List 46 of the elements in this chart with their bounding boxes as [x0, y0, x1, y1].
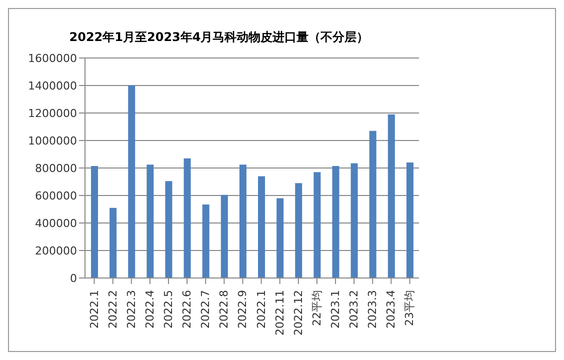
- x-tick-label: 22平均: [310, 290, 324, 326]
- bar: [276, 198, 284, 278]
- bar: [91, 166, 98, 278]
- x-tick-label: 2022.11: [273, 290, 286, 336]
- x-tick-label: 2023.2: [348, 290, 361, 328]
- bar: [258, 176, 265, 278]
- bar: [128, 86, 136, 278]
- bar: [239, 164, 246, 278]
- x-tick-label: 2022.7: [199, 290, 212, 328]
- bar: [202, 204, 210, 278]
- x-tick-label: 2022.1: [88, 290, 101, 328]
- bar: [369, 130, 376, 278]
- chart-title: 2022年1月至2023年4月马科动物皮进口量（不分层）: [68, 29, 370, 46]
- x-tick-label: 23平均: [403, 290, 416, 326]
- bar: [184, 158, 191, 278]
- bar: [146, 164, 154, 278]
- bar: [332, 166, 340, 278]
- bar: [295, 183, 302, 278]
- x-tick-label: 2022.12: [292, 290, 305, 336]
- y-tick-label: 1400000: [28, 79, 77, 92]
- x-tick-label: 2022.3: [124, 290, 138, 328]
- x-tick-label: 2023.3: [366, 290, 380, 328]
- bar: [220, 194, 228, 278]
- y-tick-label: 800000: [35, 162, 77, 175]
- bar: [350, 163, 358, 278]
- x-tick-label: 2023.4: [384, 290, 398, 328]
- bar: [314, 172, 321, 278]
- x-tick-label: 2022.8: [218, 290, 231, 328]
- y-tick-label: 0: [70, 272, 77, 285]
- bar: [388, 114, 395, 278]
- x-tick-label: 2022.1: [254, 290, 268, 328]
- y-tick-label: 400000: [35, 216, 77, 230]
- x-tick-label: 2023.1: [329, 290, 342, 328]
- x-tick-label: 2022.6: [180, 290, 194, 328]
- x-tick-label: 2022.2: [106, 290, 120, 328]
- bar: [406, 162, 414, 278]
- x-tick-label: 2022.5: [162, 290, 175, 328]
- y-tick-label: 1200000: [28, 106, 77, 120]
- x-tick-label: 2022.9: [236, 290, 250, 328]
- bar: [110, 208, 117, 278]
- y-tick-label: 1000000: [28, 134, 77, 148]
- bar: [165, 181, 172, 278]
- y-tick-label: 1600000: [28, 52, 77, 65]
- x-tick-label: 2022.4: [143, 290, 156, 328]
- y-tick-label: 200000: [35, 244, 77, 258]
- y-tick-label: 600000: [35, 189, 77, 202]
